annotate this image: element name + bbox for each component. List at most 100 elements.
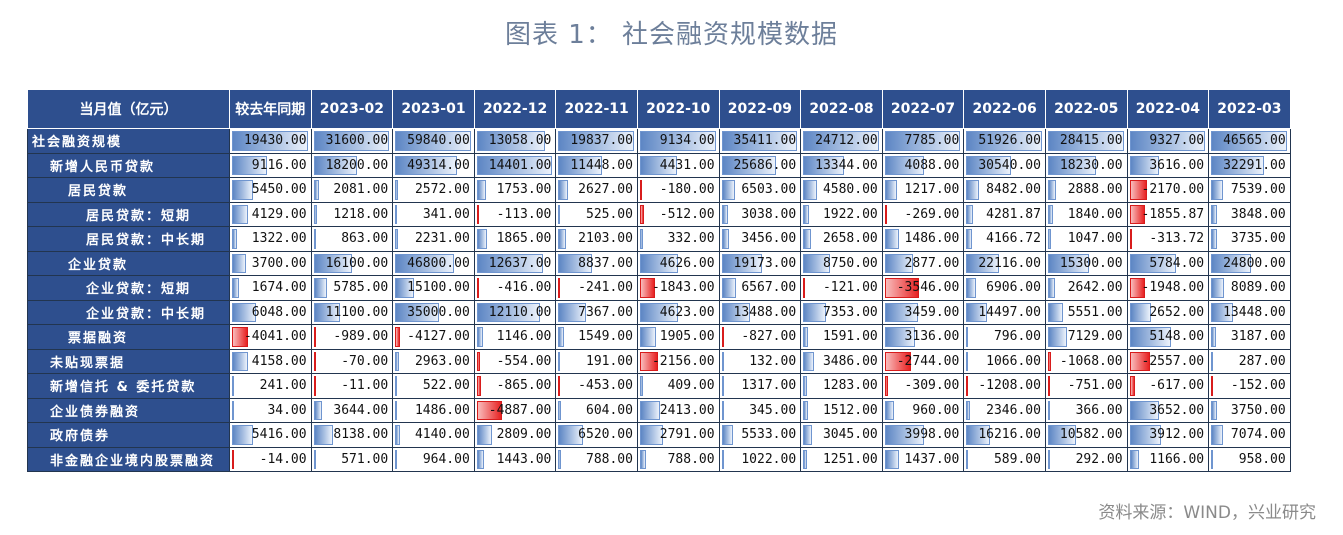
positive-bar xyxy=(558,327,565,347)
positive-bar xyxy=(313,229,316,249)
data-cell: 2572.00 xyxy=(392,177,475,203)
cell-value: 287.00 xyxy=(1238,353,1286,369)
cell-value: -4041.00 xyxy=(243,329,307,345)
data-cell: 9116.00 xyxy=(229,152,312,178)
data-cell: 32291.00 xyxy=(1208,152,1291,178)
cell-value: 49314.00 xyxy=(407,157,470,173)
cell-value: 4158.00 xyxy=(251,353,307,369)
data-cell: 13344.00 xyxy=(800,152,883,178)
data-cell: -2170.00 xyxy=(1126,177,1210,203)
cell-value: -1948.00 xyxy=(1141,280,1205,296)
data-cell: -1843.00 xyxy=(636,275,720,301)
cell-value: 1443.00 xyxy=(496,451,552,467)
cell-value: -1855.87 xyxy=(1141,206,1205,222)
positive-bar xyxy=(395,425,401,445)
positive-bar xyxy=(966,302,988,322)
positive-bar xyxy=(476,449,485,469)
data-cell: 4158.00 xyxy=(229,348,312,374)
header-label: 当月值（亿元） xyxy=(27,89,230,129)
data-cell: 8089.00 xyxy=(1208,275,1291,301)
cell-value: -1068.00 xyxy=(1059,353,1123,369)
cell-value: -1843.00 xyxy=(651,280,715,296)
data-cell: -1208.00 xyxy=(963,373,1046,399)
positive-bar xyxy=(1047,229,1051,249)
data-cell: 46800.00 xyxy=(392,250,475,276)
data-cell: 24712.00 xyxy=(800,128,883,154)
data-cell: 22116.00 xyxy=(963,250,1046,276)
positive-bar xyxy=(803,302,826,322)
table-row: 非金融企业境内股票融资 -14.00 571.00 964.00 1443.00 788.… xyxy=(27,446,1291,472)
positive-bar xyxy=(721,155,777,175)
positive-bar xyxy=(803,425,813,445)
positive-bar xyxy=(313,204,317,224)
positive-bar xyxy=(884,229,900,249)
cell-value: 18230.00 xyxy=(1059,157,1123,173)
negative-bar xyxy=(313,351,316,371)
cell-value: -512.00 xyxy=(659,206,715,222)
cell-value: -180.00 xyxy=(659,182,715,198)
data-cell: -416.00 xyxy=(473,275,557,301)
positive-bar xyxy=(803,229,812,249)
cell-value: 3848.00 xyxy=(1230,206,1286,222)
table-row: 企业贷款：短期 1674.00 5785.00 15100.00 -416.00 -241… xyxy=(27,275,1291,301)
negative-bar xyxy=(966,376,969,396)
positive-bar xyxy=(232,302,256,322)
data-cell: 604.00 xyxy=(555,397,638,423)
data-cell: -2744.00 xyxy=(881,348,965,374)
cell-value: 1283.00 xyxy=(822,378,878,394)
cell-value: 3045.00 xyxy=(822,427,878,443)
positive-bar xyxy=(966,425,990,445)
row-label: 居民贷款：中长期 xyxy=(27,226,230,252)
positive-bar xyxy=(395,376,398,396)
data-cell: 6048.00 xyxy=(229,299,312,325)
cell-value: 2231.00 xyxy=(414,231,470,247)
data-cell: 3750.00 xyxy=(1208,397,1291,423)
data-cell: 3038.00 xyxy=(718,201,802,227)
cell-value: 5148.00 xyxy=(1149,329,1205,345)
cell-value: 3750.00 xyxy=(1230,402,1286,418)
cell-value: -152.00 xyxy=(1230,378,1286,394)
positive-bar xyxy=(232,180,254,200)
data-cell: -241.00 xyxy=(555,275,638,301)
data-cell: 2791.00 xyxy=(636,422,720,448)
cell-value: 1066.00 xyxy=(986,353,1041,369)
cell-value: 6048.00 xyxy=(251,304,307,320)
negative-bar xyxy=(232,449,234,469)
data-cell: 24800.00 xyxy=(1208,250,1291,276)
cell-value: 22116.00 xyxy=(978,255,1041,271)
positive-bar xyxy=(232,204,249,224)
positive-bar xyxy=(803,180,818,200)
negative-bar xyxy=(639,278,656,298)
data-cell: 2652.00 xyxy=(1126,299,1210,325)
data-cell: 11448.00 xyxy=(555,152,638,178)
positive-bar xyxy=(966,155,1011,175)
row-label: 企业贷款 xyxy=(27,250,230,276)
data-cell: 1443.00 xyxy=(473,446,557,472)
negative-bar xyxy=(476,278,479,298)
column-header: 2022-09 xyxy=(718,89,802,129)
cell-value: -554.00 xyxy=(496,353,552,369)
negative-bar xyxy=(639,180,642,200)
cell-value: 191.00 xyxy=(586,353,633,369)
data-cell: 4281.87 xyxy=(963,201,1046,227)
positive-bar xyxy=(803,327,809,347)
positive-bar xyxy=(884,180,897,200)
data-cell: 59840.00 xyxy=(392,128,475,154)
positive-bar xyxy=(395,204,398,224)
cell-value: 31600.00 xyxy=(325,133,389,149)
data-cell: 4166.72 xyxy=(963,226,1046,252)
positive-bar xyxy=(884,253,913,273)
data-cell: 16100.00 xyxy=(310,250,394,276)
cell-value: 7129.00 xyxy=(1067,329,1123,345)
data-cell: 5450.00 xyxy=(229,177,312,203)
cell-value: 2572.00 xyxy=(414,182,470,198)
data-cell: 8837.00 xyxy=(555,250,638,276)
positive-bar xyxy=(558,425,584,445)
cell-value: 8138.00 xyxy=(333,427,389,443)
data-cell: 3700.00 xyxy=(229,250,312,276)
positive-bar xyxy=(639,302,679,322)
positive-bar xyxy=(476,131,546,151)
data-cell: 7539.00 xyxy=(1208,177,1291,203)
data-cell: -1068.00 xyxy=(1044,348,1128,374)
data-cell: 3045.00 xyxy=(800,422,883,448)
